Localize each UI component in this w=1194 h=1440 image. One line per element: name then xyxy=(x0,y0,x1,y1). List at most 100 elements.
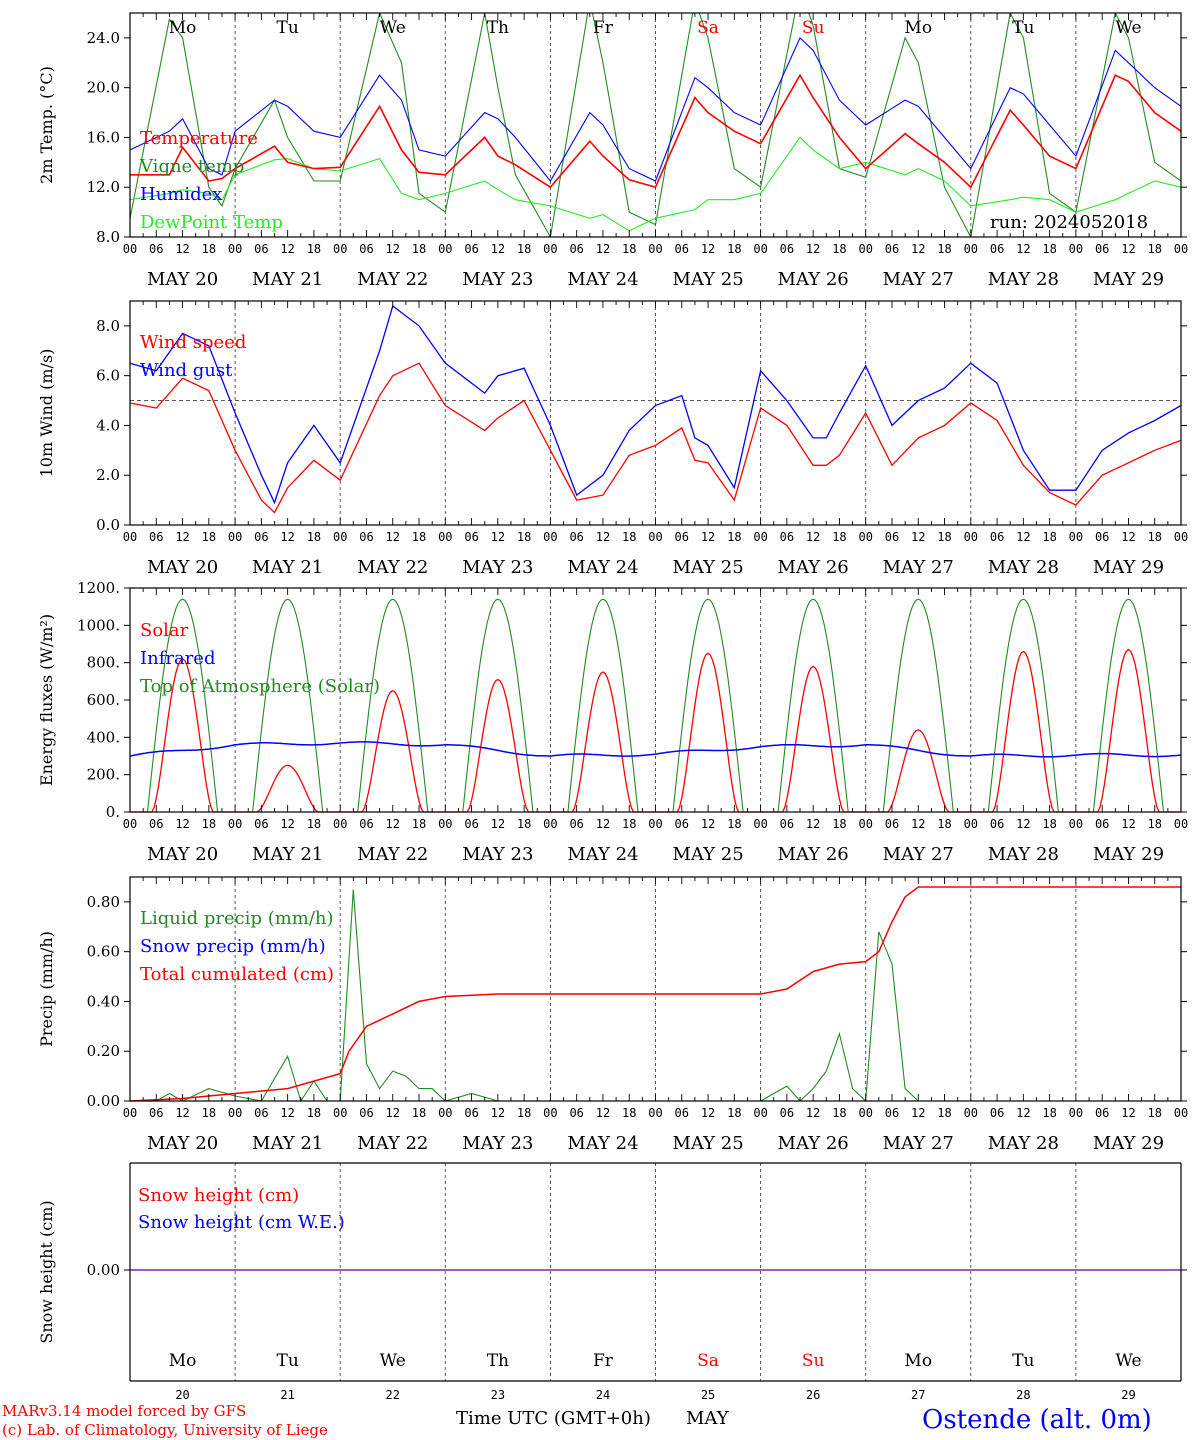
energy-hour-tick-label: 12 xyxy=(806,817,820,831)
energy-date-label: MAY 29 xyxy=(1093,844,1164,865)
energy-hour-tick-label: 00 xyxy=(753,817,767,831)
precip-hour-tick-label: 12 xyxy=(596,1106,610,1120)
precip-hour-tick-label: 00 xyxy=(228,1106,242,1120)
energy-ytick-label: 1200. xyxy=(77,579,120,597)
wind-hour-tick-label: 00 xyxy=(858,530,872,544)
wind-hour-tick-label: 00 xyxy=(1069,530,1083,544)
temp-date-label: MAY 24 xyxy=(567,269,638,290)
energy-date-label: MAY 26 xyxy=(778,844,849,865)
precip-hour-tick-label: 18 xyxy=(622,1106,636,1120)
precip-hour-tick-label: 06 xyxy=(1095,1106,1109,1120)
precip-hour-tick-label: 18 xyxy=(307,1106,321,1120)
temp-hour-tick-label: 00 xyxy=(1174,242,1188,256)
energy-hour-tick-label: 00 xyxy=(1174,817,1188,831)
precip-hour-tick-label: 00 xyxy=(1069,1106,1083,1120)
energy-hour-tick-label: 00 xyxy=(964,817,978,831)
temp-weekday-label: We xyxy=(1115,18,1141,38)
temp-hour-tick-label: 18 xyxy=(1147,242,1161,256)
precip-series-total-cumulated-cm- xyxy=(129,886,1181,1102)
temp-hour-tick-label: 06 xyxy=(990,242,1004,256)
wind-series-wind-speed xyxy=(129,362,1182,514)
precip-ytick-label: 0.80 xyxy=(87,893,120,911)
energy-legend-infrared: Infrared xyxy=(140,648,215,669)
wind-hour-tick-label: 12 xyxy=(491,530,505,544)
day-number-label: 23 xyxy=(491,1388,505,1402)
wind-hour-tick-label: 00 xyxy=(123,530,137,544)
wind-date-label: MAY 24 xyxy=(567,557,638,578)
temp-hour-tick-label: 18 xyxy=(622,242,636,256)
energy-hour-tick-label: 06 xyxy=(149,817,163,831)
temp-hour-tick-label: 12 xyxy=(701,242,715,256)
temp-hour-tick-label: 00 xyxy=(438,242,452,256)
precip-hour-tick-label: 12 xyxy=(1016,1106,1030,1120)
snow-weekday-label: Su xyxy=(802,1351,825,1371)
temp-hour-tick-label: 18 xyxy=(937,242,951,256)
snow-weekday-label: We xyxy=(1115,1351,1141,1371)
precip-hour-tick-label: 06 xyxy=(254,1106,268,1120)
temp-hour-tick-label: 00 xyxy=(333,242,347,256)
energy-hour-tick-label: 00 xyxy=(543,817,557,831)
wind-hour-tick-label: 12 xyxy=(175,530,189,544)
day-number-label: 20 xyxy=(175,1388,189,1402)
temp-legend-vigne-temp: Vigne temp xyxy=(139,156,244,177)
temp-ytick-label: 24.0 xyxy=(87,29,120,47)
wind-hour-tick-label: 18 xyxy=(1042,530,1056,544)
precip-hour-tick-label: 12 xyxy=(1121,1106,1135,1120)
precip-hour-tick-label: 00 xyxy=(543,1106,557,1120)
wind-hour-tick-label: 18 xyxy=(202,530,216,544)
wind-hour-tick-label: 18 xyxy=(412,530,426,544)
wind-hour-tick-label: 18 xyxy=(1147,530,1161,544)
energy-hour-tick-label: 06 xyxy=(1095,817,1109,831)
wind-hour-tick-label: 00 xyxy=(964,530,978,544)
wind-hour-tick-label: 06 xyxy=(885,530,899,544)
energy-hour-tick-label: 06 xyxy=(359,817,373,831)
energy-frame xyxy=(129,587,1182,813)
precip-date-label: MAY 26 xyxy=(778,1133,849,1154)
energy-date-label: MAY 24 xyxy=(567,844,638,865)
precip-hour-tick-label: 18 xyxy=(832,1106,846,1120)
energy-hour-tick-label: 12 xyxy=(596,817,610,831)
wind-date-label: MAY 28 xyxy=(988,557,1059,578)
precip-hour-tick-label: 12 xyxy=(386,1106,400,1120)
energy-hour-tick-label: 18 xyxy=(832,817,846,831)
energy-ytick-label: 0. xyxy=(106,803,120,821)
energy-hour-tick-label: 18 xyxy=(202,817,216,831)
temp-weekday-label: Fr xyxy=(593,18,614,38)
energy-hour-tick-label: 12 xyxy=(911,817,925,831)
snow-y-axis-title: Snow height (cm) xyxy=(37,1200,56,1343)
wind-hour-tick-label: 00 xyxy=(438,530,452,544)
temp-weekday-label: Tu xyxy=(1012,18,1034,38)
precip-hour-tick-label: 00 xyxy=(964,1106,978,1120)
wind-hour-tick-label: 12 xyxy=(911,530,925,544)
snow-weekday-label: Fr xyxy=(593,1351,614,1371)
precip-hour-tick-label: 06 xyxy=(359,1106,373,1120)
temp-hour-tick-label: 00 xyxy=(648,242,662,256)
wind-hour-tick-label: 06 xyxy=(675,530,689,544)
energy-date-label: MAY 20 xyxy=(147,844,218,865)
snow-weekday-label: Sa xyxy=(697,1351,719,1371)
precip-hour-tick-label: 18 xyxy=(727,1106,741,1120)
temp-date-label: MAY 27 xyxy=(883,269,954,290)
temp-hour-tick-label: 06 xyxy=(780,242,794,256)
wind-date-label: MAY 27 xyxy=(883,557,954,578)
text-layer: 8.0 12.0 16.0 20.0 24.0 2m Temp. (°C) 00 06 12 18… xyxy=(37,18,1188,1402)
temp-hour-tick-label: 12 xyxy=(175,242,189,256)
precip-hour-tick-label: 12 xyxy=(491,1106,505,1120)
snow-ytick-label: 0.00 xyxy=(87,1261,120,1279)
precip-hour-tick-label: 06 xyxy=(990,1106,1004,1120)
energy-hour-tick-label: 18 xyxy=(412,817,426,831)
precip-hour-tick-label: 18 xyxy=(1147,1106,1161,1120)
station-label: Ostende (alt. 0m) xyxy=(922,1405,1152,1435)
grid-layer xyxy=(130,13,1181,1381)
snow-weekday-label: Th xyxy=(487,1351,509,1371)
day-number-label: 21 xyxy=(280,1388,294,1402)
energy-hour-tick-label: 00 xyxy=(123,817,137,831)
temp-hour-tick-label: 00 xyxy=(858,242,872,256)
wind-hour-tick-label: 12 xyxy=(701,530,715,544)
precip-hour-tick-label: 18 xyxy=(1042,1106,1056,1120)
day-number-label: 24 xyxy=(596,1388,610,1402)
wind-ytick-label: 2.0 xyxy=(96,466,120,484)
precip-legend-snow-precip-mm-h-: Snow precip (mm/h) xyxy=(140,936,326,957)
temp-legend-temperature: Temperature xyxy=(140,128,258,149)
temp-weekday-label: Tu xyxy=(277,18,299,38)
